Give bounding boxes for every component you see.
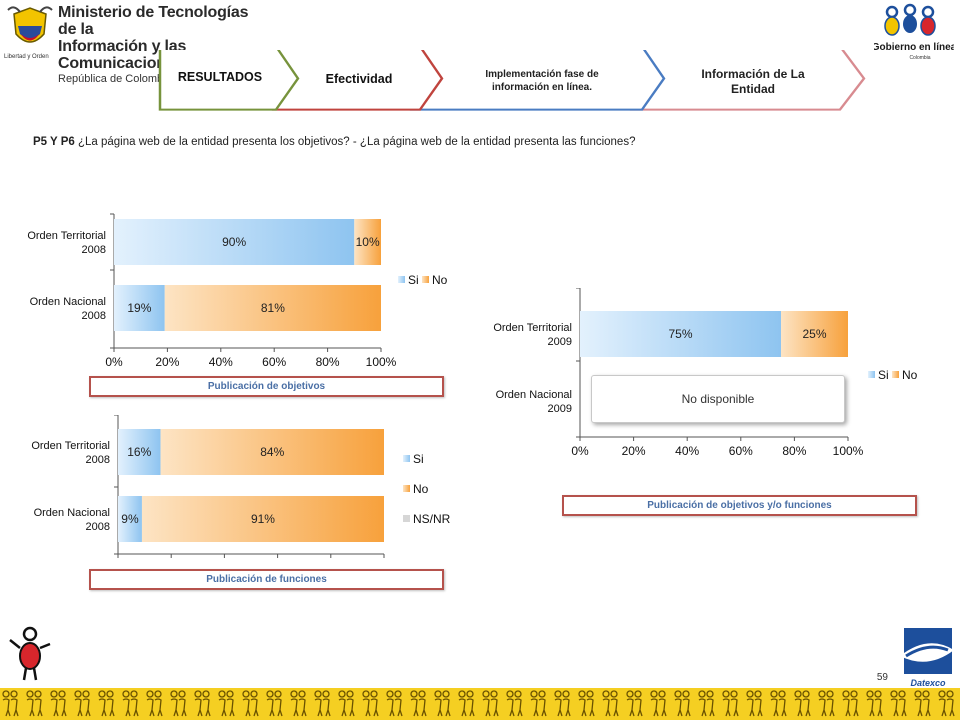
data-label: 84% — [260, 445, 284, 459]
legend-label: Si — [878, 368, 889, 382]
data-label: 81% — [261, 301, 285, 315]
chart-objetivos-2008: 0% 20% 40% 60% 80% 100% Orden Territorial 2008 9… — [27, 213, 448, 369]
datexco-logo: Datexco — [900, 628, 954, 688]
mascot-icon — [9, 626, 51, 681]
bar-no — [160, 429, 384, 475]
data-label: 9% — [121, 512, 139, 526]
legend-swatch — [403, 485, 410, 492]
nav-resultados-label[interactable]: RESULTADOS — [177, 70, 263, 84]
bar-no — [781, 311, 848, 357]
category-label: Orden Territorial — [27, 230, 106, 242]
data-label: 10% — [356, 235, 380, 249]
legend-swatch — [422, 276, 429, 283]
legend-swatch — [398, 276, 405, 283]
chart-funciones-2008: Orden Territorial 2008 16% 84% Orden Naciona… — [31, 415, 451, 558]
legend-label: NS/NR — [413, 512, 451, 526]
x-tick-label: 0% — [105, 355, 123, 369]
question-body: ¿La página web de la entidad presenta lo… — [77, 136, 636, 148]
category-label: Orden Territorial — [31, 440, 110, 452]
bar-si — [580, 311, 781, 357]
x-tick-label: 40% — [675, 444, 699, 458]
bar-no — [354, 219, 381, 265]
x-tick-label: 60% — [262, 355, 286, 369]
category-label: Orden Territorial — [493, 322, 572, 334]
unavailable-label: No disponible — [591, 375, 845, 423]
x-tick-label: 60% — [729, 444, 753, 458]
category-label: Orden Nacional — [496, 389, 572, 401]
data-label: 91% — [251, 512, 275, 526]
x-tick-label: 40% — [209, 355, 233, 369]
question-text: P5 Y P6 ¿La página web de la entidad pre… — [33, 136, 933, 148]
nav-chevrons — [158, 50, 866, 111]
legend-label: No — [902, 368, 918, 382]
gobierno-line-2: Colombia — [909, 55, 930, 61]
nav-implementacion-label[interactable]: Implementación fase de información en lí… — [485, 69, 599, 93]
category-label: Orden Nacional — [30, 296, 106, 308]
x-tick-label: 20% — [155, 355, 179, 369]
ministry-line-3: República de Colombia — [58, 73, 172, 85]
legend-swatch — [868, 371, 875, 378]
x-tick-label: 100% — [833, 444, 864, 458]
x-tick-label: 20% — [622, 444, 646, 458]
category-label: 2008 — [86, 521, 110, 533]
nav-efectividad-label[interactable]: Efectividad — [325, 72, 393, 86]
decorative-footer-band — [0, 688, 960, 720]
bar-no — [141, 496, 384, 542]
x-tick-label: 100% — [366, 355, 397, 369]
category-label: 2008 — [82, 310, 106, 322]
page-number: 59 — [876, 672, 888, 683]
legend-label: No — [432, 273, 448, 287]
data-label: 16% — [127, 445, 151, 459]
legend-label: No — [413, 482, 429, 496]
bar-si — [118, 496, 142, 542]
category-label: 2008 — [86, 454, 110, 466]
bar-si — [118, 429, 161, 475]
ministry-line-1: Ministerio de Tecnologías de la — [58, 4, 249, 38]
bar-si — [114, 219, 355, 265]
chevron-resultados[interactable] — [158, 50, 300, 111]
data-label: 75% — [668, 327, 692, 341]
category-label: 2009 — [548, 403, 572, 415]
gobierno-line-1: Gobierno en línea — [874, 42, 954, 53]
caption-objetivos: Publicación de objetivos — [89, 376, 444, 397]
question-code: P5 Y P6 — [33, 136, 75, 148]
chart-combined-2009: 0% 20% 40% 60% 80% 100% Orden Territorial 2009 7… — [493, 288, 918, 458]
caption-funciones: Publicación de funciones — [89, 569, 444, 590]
ministry-title: Ministerio de Tecnologías de la Informac… — [58, 4, 258, 86]
data-label: 25% — [802, 327, 826, 341]
category-label: 2009 — [548, 336, 572, 348]
legend-swatch — [892, 371, 899, 378]
legend-swatch — [403, 515, 410, 522]
gobierno-en-linea-logo: Gobierno en línea Colombia — [874, 3, 954, 61]
category-label: 2008 — [82, 244, 106, 256]
x-tick-label: 80% — [316, 355, 340, 369]
data-label: 90% — [222, 235, 246, 249]
category-label: Orden Nacional — [34, 507, 110, 519]
x-tick-label: 0% — [571, 444, 589, 458]
bar-si — [114, 285, 165, 331]
escudo-logo — [7, 6, 53, 43]
legend-swatch — [403, 455, 410, 462]
caption-combined: Publicación de objetivos y/o funciones — [562, 495, 917, 516]
bar-no — [164, 285, 381, 331]
escudo-caption: Libertad y Orden — [4, 54, 49, 60]
datexco-text: Datexco — [910, 678, 946, 688]
data-label: 19% — [127, 301, 151, 315]
ministry-line-2: Información y las Comunicaciones — [58, 38, 187, 72]
legend-label: Si — [408, 273, 419, 287]
nav-info-entidad-label[interactable]: Información de La Entidad — [701, 67, 805, 96]
x-tick-label: 80% — [782, 444, 806, 458]
legend-label: Si — [413, 452, 424, 466]
